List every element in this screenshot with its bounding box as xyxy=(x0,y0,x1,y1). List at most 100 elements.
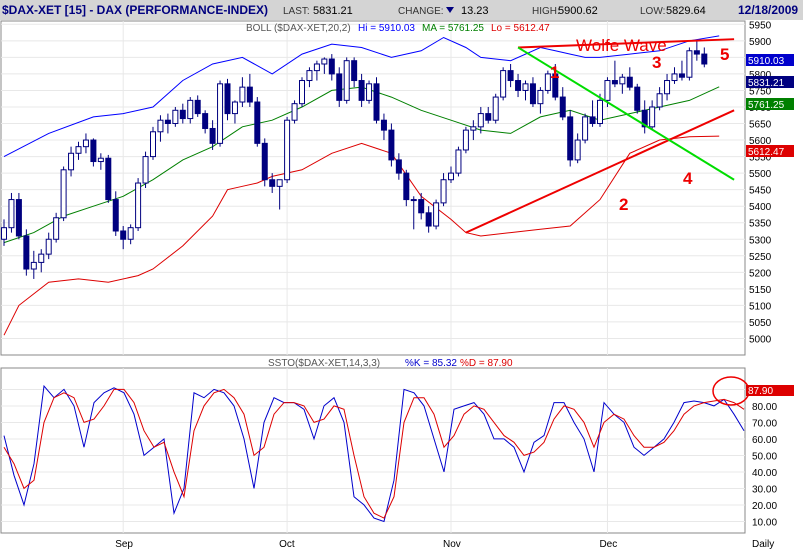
wolfe-trendline xyxy=(518,38,735,49)
candle-up xyxy=(53,217,60,240)
candle-up xyxy=(649,106,656,128)
candle-down xyxy=(485,113,492,121)
date-tick-label: Oct xyxy=(279,539,295,550)
candle-up xyxy=(492,96,499,121)
candle-down xyxy=(507,70,514,82)
candle-down xyxy=(23,235,30,270)
candle-up xyxy=(455,149,462,174)
candle-up xyxy=(276,179,283,187)
price-tick-label: 5550 xyxy=(749,153,772,164)
last-price-tag xyxy=(746,76,794,88)
candle-up xyxy=(127,227,134,240)
pct-k-line xyxy=(3,384,745,523)
candle-up xyxy=(284,119,291,181)
hi-legend: Hi = 5910.03 xyxy=(358,23,415,34)
low-label: LOW: xyxy=(640,6,665,17)
chart-date: 12/18/2009 xyxy=(738,3,798,17)
date-axis: Sep Oct Nov Dec Daily xyxy=(115,539,774,550)
price-tick-label: 5350 xyxy=(749,219,772,230)
candle-down xyxy=(641,109,648,128)
price-tick-label: 5500 xyxy=(749,169,772,180)
ma-tag-text: 5761.25 xyxy=(748,100,785,111)
wolfe-trendline xyxy=(465,109,735,234)
candle-up xyxy=(433,202,440,227)
candle-up xyxy=(68,152,75,171)
candle-down xyxy=(425,212,432,227)
candle-down xyxy=(589,116,596,125)
price-tick-label: 5200 xyxy=(749,268,772,279)
upper-band-tag-text: 5910.03 xyxy=(748,56,785,67)
candle-up xyxy=(500,70,507,98)
osc-tick-label: 80.00 xyxy=(752,402,777,413)
candle-up xyxy=(231,101,238,115)
candlesticks xyxy=(1,40,708,279)
candle-down xyxy=(254,101,261,144)
price-tick-label: 5050 xyxy=(749,318,772,329)
change-value: 13.23 xyxy=(461,5,489,17)
ssto-legend: SSTO($DAX-XET,14,3,3) xyxy=(268,358,380,369)
date-tick-label: Nov xyxy=(443,539,461,550)
candle-down xyxy=(246,86,253,103)
candle-down xyxy=(194,99,201,115)
candle-up xyxy=(172,109,179,125)
candle-down xyxy=(90,139,97,163)
candle-down xyxy=(261,142,268,181)
candle-down xyxy=(373,83,380,121)
wolfe-point-5: 5 xyxy=(720,45,729,64)
candle-down xyxy=(388,129,395,161)
candle-up xyxy=(291,103,298,121)
candle-down xyxy=(515,80,522,91)
wolfe-wave-title: Wolfe Wave xyxy=(576,36,667,55)
candle-up xyxy=(142,156,149,184)
candle-up xyxy=(366,83,373,101)
candle-down xyxy=(626,76,633,88)
lower-band-line xyxy=(3,135,720,336)
price-tick-label: 5250 xyxy=(749,252,772,263)
candle-up xyxy=(30,261,37,270)
gridlines xyxy=(1,21,745,533)
candle-up xyxy=(1,227,7,240)
price-tick-label: 5800 xyxy=(749,70,772,81)
candle-down xyxy=(693,50,700,55)
candle-down xyxy=(395,159,402,174)
ma-legend: MA = 5761.25 xyxy=(422,23,484,34)
upper-band-tag xyxy=(746,54,794,66)
candle-up xyxy=(299,80,305,105)
header-bar xyxy=(0,0,803,20)
candle-down xyxy=(380,119,387,131)
candle-up xyxy=(38,253,45,263)
wolfe-point-3: 3 xyxy=(652,53,661,72)
change-label: CHANGE: xyxy=(398,6,444,17)
candle-up xyxy=(8,199,15,229)
candle-up xyxy=(60,169,67,219)
low-value: 5829.64 xyxy=(666,5,706,17)
price-tick-label: 5400 xyxy=(749,202,772,213)
candle-up xyxy=(574,139,581,161)
upper-band-line xyxy=(3,35,720,158)
ma-tag xyxy=(746,98,794,110)
price-tick-label: 5100 xyxy=(749,301,772,312)
candle-up xyxy=(604,80,611,101)
candle-down xyxy=(567,116,574,161)
price-tick-label: 5450 xyxy=(749,186,772,197)
candle-down xyxy=(105,157,112,201)
candle-down xyxy=(224,83,231,115)
candle-up xyxy=(82,139,89,148)
candle-up xyxy=(544,73,551,91)
candle-down xyxy=(120,230,127,240)
candle-down xyxy=(336,73,343,101)
lo-legend: Lo = 5612.47 xyxy=(491,23,550,34)
candle-up xyxy=(410,199,417,202)
oscillator-panel xyxy=(0,367,746,534)
candle-up xyxy=(664,80,671,95)
wolfe-point-2: 2 xyxy=(619,195,628,214)
candle-up xyxy=(75,146,82,154)
date-tick-label: Dec xyxy=(599,539,617,550)
osc-tick-label: 40.00 xyxy=(752,468,777,479)
candle-up xyxy=(343,60,350,101)
last-price-tag-text: 5831.21 xyxy=(748,78,785,89)
candle-up xyxy=(686,50,693,78)
candle-down xyxy=(351,60,358,82)
down-arrow-icon xyxy=(446,7,454,13)
